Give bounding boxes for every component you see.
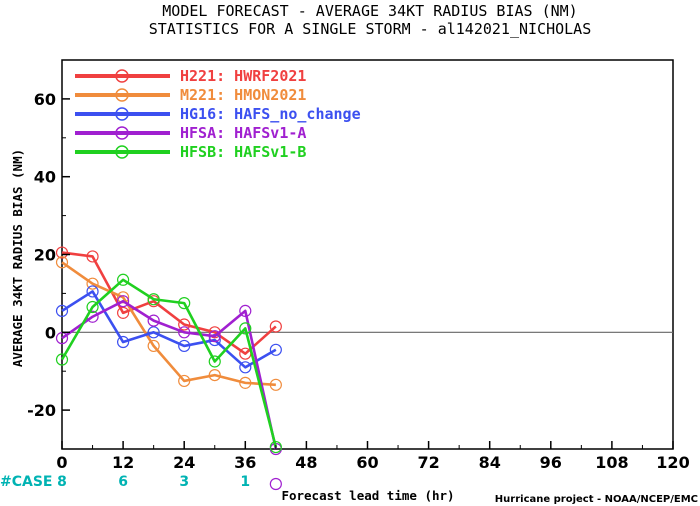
series-point xyxy=(239,361,252,374)
y-axis: -20 0 20 40 60 xyxy=(27,59,70,450)
case-count: 3 xyxy=(179,474,189,490)
series-point xyxy=(116,295,130,308)
y-tick-label: 20 xyxy=(34,246,56,265)
series-line-2 xyxy=(61,290,277,369)
x-tick-label: 96 xyxy=(540,453,562,472)
off-scale-marker xyxy=(269,477,282,491)
case-count: 8 xyxy=(57,474,67,490)
chart-subtitle: STATISTICS FOR A SINGLE STORM - al142021… xyxy=(149,20,592,38)
x-tick-label: 24 xyxy=(173,453,195,472)
series-point xyxy=(269,343,282,356)
series-point xyxy=(116,273,130,286)
x-tick-label: 84 xyxy=(479,453,501,472)
x-tick-label: 108 xyxy=(595,453,628,472)
plot-area xyxy=(61,59,674,450)
legend-marker xyxy=(115,126,129,140)
series-point xyxy=(86,285,99,298)
series-point xyxy=(55,353,69,366)
series-point xyxy=(86,277,99,290)
legend-label: H221: HWRF2021 xyxy=(180,67,306,85)
series-point xyxy=(178,318,191,331)
legend-label: HFSA: HAFSv1-A xyxy=(180,124,306,142)
series-point xyxy=(178,374,191,388)
series-point xyxy=(116,291,130,304)
x-tick-label: 48 xyxy=(295,453,317,472)
series-point xyxy=(55,246,69,259)
series-point xyxy=(269,440,282,454)
y-tick-label: 0 xyxy=(45,323,56,342)
legend-label: M221: HMON2021 xyxy=(180,86,306,104)
y-tick-label: 40 xyxy=(34,168,56,187)
plot-frame xyxy=(61,59,674,450)
credit-text: Hurricane project - NOAA/NCEP/EMC xyxy=(495,494,698,505)
series-point xyxy=(147,293,160,306)
legend-marker xyxy=(115,88,129,102)
x-tick-label: 120 xyxy=(656,453,689,472)
series-point xyxy=(208,330,221,343)
series-line-0 xyxy=(61,251,277,355)
series-point xyxy=(208,368,221,382)
x-axis: 0 12 24 36 48 60 72 84 96 108 120 xyxy=(56,441,690,472)
series-point xyxy=(116,306,130,319)
series-point xyxy=(239,322,252,335)
chart-title: MODEL FORECAST - AVERAGE 34KT RADIUS BIA… xyxy=(162,2,577,20)
series-point xyxy=(208,355,221,368)
x-tick-label: 72 xyxy=(417,453,439,472)
series-point xyxy=(269,320,282,333)
x-tick-label: 36 xyxy=(234,453,256,472)
series-point xyxy=(269,378,282,391)
y-tick-label: 60 xyxy=(34,90,56,109)
case-counts: 8 6 3 1 xyxy=(57,474,282,491)
x-axis-label: Forecast lead time (hr) xyxy=(281,488,454,503)
series-point xyxy=(178,339,191,353)
case-label: #CASE xyxy=(0,474,53,490)
series-point xyxy=(86,250,99,263)
case-count: 1 xyxy=(240,474,250,490)
series-point xyxy=(55,256,69,269)
legend-label: HFSB: HAFSv1-B xyxy=(180,143,306,161)
x-tick-label: 12 xyxy=(112,453,134,472)
series-point xyxy=(239,304,252,318)
x-tick-label: 0 xyxy=(56,453,67,472)
series-point xyxy=(147,326,160,339)
series-layer xyxy=(55,246,282,456)
series-point xyxy=(86,300,99,314)
series-line-4 xyxy=(60,278,278,448)
series-point xyxy=(239,376,252,389)
series-point xyxy=(178,297,191,310)
x-tick-label: 60 xyxy=(356,453,378,472)
y-tick-label: -20 xyxy=(27,401,56,420)
legend-label: HG16: HAFS_no_change xyxy=(180,105,361,123)
series-point xyxy=(178,326,191,339)
y-axis-label: AVERAGE 34KT RADIUS BIAS (NM) xyxy=(10,149,25,367)
series-point xyxy=(55,304,69,318)
series-point xyxy=(147,314,160,327)
legend-marker xyxy=(115,107,129,121)
series-point xyxy=(147,339,160,353)
legend-marker xyxy=(115,69,129,83)
series-point xyxy=(116,335,130,349)
case-count: 6 xyxy=(118,474,128,490)
legend-marker xyxy=(115,145,129,159)
